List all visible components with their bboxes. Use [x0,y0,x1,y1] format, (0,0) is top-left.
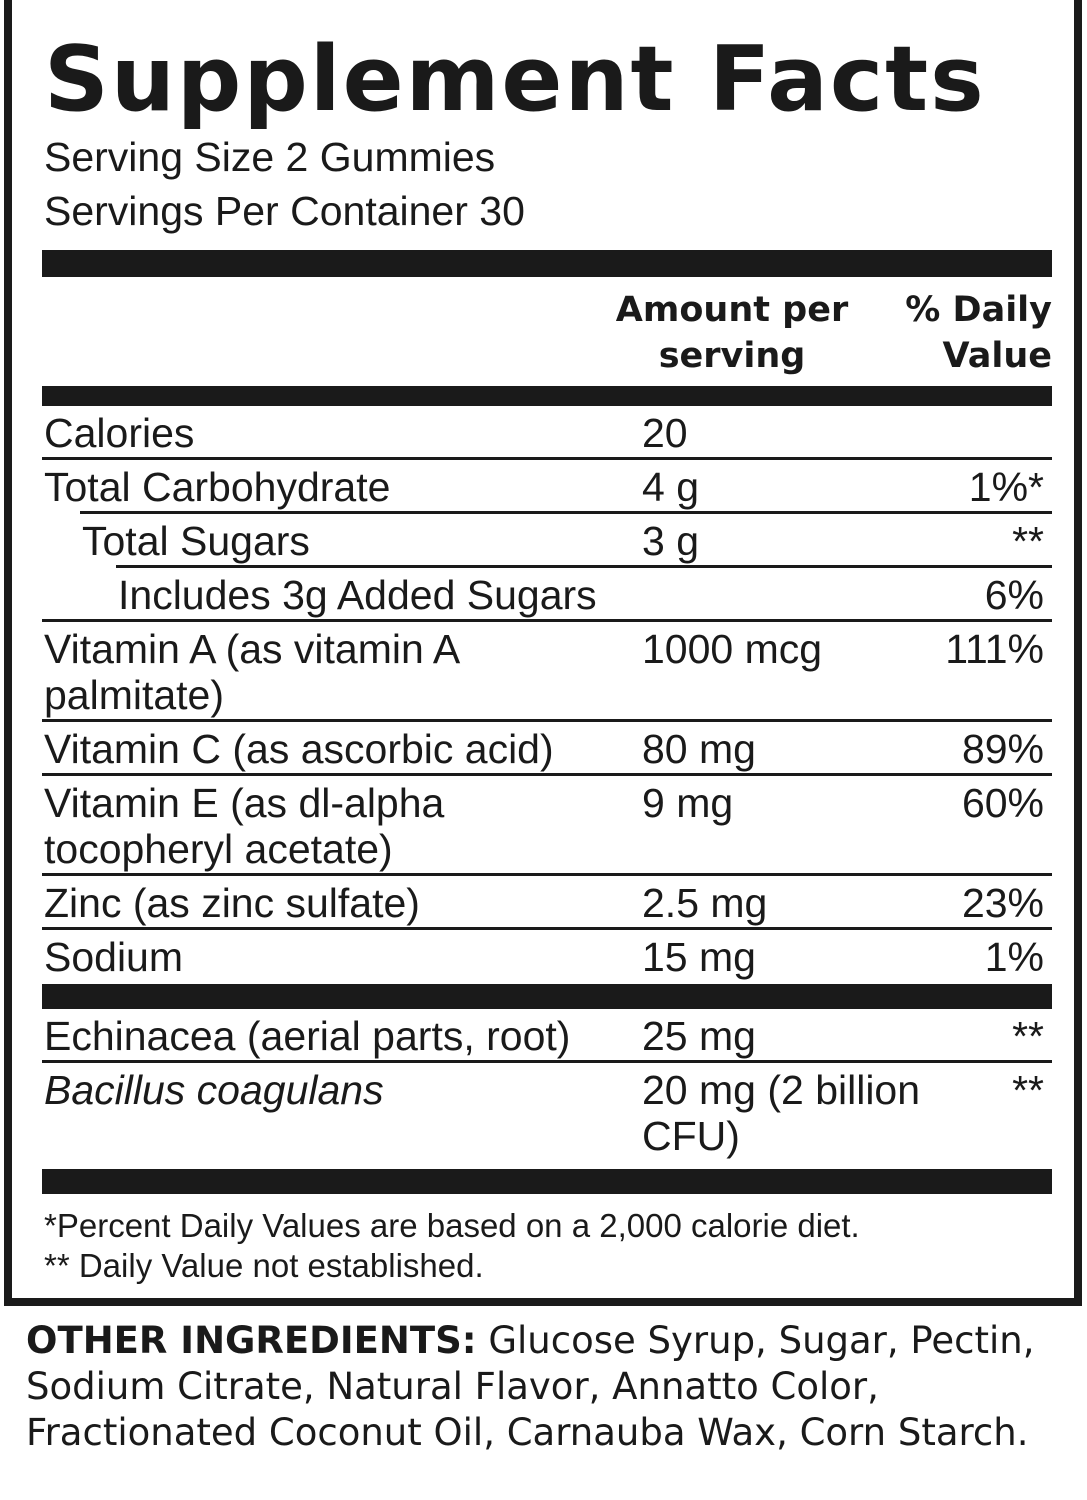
nutrient-daily-value: 1% [984,934,1044,980]
nutrient-row: Bacillus coagulans 20 mg (2 billion CFU) *… [42,1060,1052,1163]
nutrient-amount: 2.5 mg [642,880,768,926]
nutrient-amount: 9 mg [642,780,734,826]
column-header: Amount per serving % Daily Value [42,277,1052,386]
nutrient-daily-value: 6% [984,572,1044,618]
footnote: *Percent Daily Values are based on a 2,0… [44,1207,860,1244]
other-ingredients-heading: OTHER INGREDIENTS: [26,1319,477,1362]
daily-value-header: % Daily Value [905,290,1052,376]
other-ingredients-text: Glucose Syrup, Sugar, Pectin, Sodium Cit… [26,1319,1035,1454]
nutrient-daily-value: 1%* [968,464,1044,510]
nutrient-daily-value: 23% [961,880,1044,926]
panel-title: Supplement Facts [44,27,986,132]
nutrient-daily-value: ** [1012,1067,1044,1113]
nutrient-row: Zinc (as zinc sulfate) 2.5 mg 23% [42,873,1052,930]
nutrient-daily-value: ** [1012,518,1044,564]
nutrient-amount: 4 g [642,464,699,510]
supplement-facts-panel: Supplement Facts Serving Size 2 Gummies … [4,0,1082,1306]
nutrient-daily-value: ** [1012,1013,1044,1059]
serving-size: Serving Size 2 Gummies [44,134,496,180]
nutrient-name: Vitamin A (as vitamin A palmitate) [44,626,459,718]
nutrient-row: Calories 20 [42,406,1052,460]
nutrient-row: Vitamin E (as dl-alpha tocopheryl acetat… [42,773,1052,876]
nutrient-amount: 20 [642,410,688,456]
nutrient-name: Vitamin E (as dl-alpha tocopheryl acetat… [44,780,445,872]
nutrient-row: Vitamin C (as ascorbic acid) 80 mg 89% [42,719,1052,776]
other-ingredient-list: Echinacea (aerial parts, root) 25 mg ** Bac… [42,1009,1052,1163]
nutrient-amount: 20 mg (2 billion CFU) [642,1067,921,1159]
footnote: ** Daily Value not established. [44,1247,484,1284]
nutrient-amount: 15 mg [642,934,756,980]
nutrient-name: Total Sugars [82,518,310,564]
nutrient-daily-value: 60% [961,780,1044,826]
nutrient-amount [642,572,942,618]
nutrient-row: Echinacea (aerial parts, root) 25 mg ** [42,1009,1052,1063]
divider-bar [42,386,1052,406]
footnotes: *Percent Daily Values are based on a 2,0… [44,1194,1052,1286]
other-ingredients: OTHER INGREDIENTS: Glucose Syrup, Sugar,… [26,1318,1066,1456]
amount-header: Amount per serving [615,290,849,376]
nutrient-amount: 25 mg [642,1013,756,1059]
nutrient-amount: 3 g [642,518,699,564]
nutrient-name: Includes 3g Added Sugars [118,572,597,618]
nutrient-name: Total Carbohydrate [44,464,391,510]
nutrient-daily-value: 111% [945,626,1044,672]
nutrient-name: Echinacea (aerial parts, root) [44,1013,571,1059]
nutrient-list: Calories 20 Total Carbohydrate 4 g 1%* Total … [42,406,1052,984]
nutrient-name: Bacillus coagulans [44,1067,384,1113]
nutrient-name: Sodium [44,934,184,980]
nutrient-row: Total Carbohydrate 4 g 1%* [42,457,1052,514]
servings-per-container: Servings Per Container 30 [44,188,525,234]
nutrient-row: Sodium 15 mg 1% [42,927,1052,984]
divider-bar [42,250,1052,277]
nutrient-row: Vitamin A (as vitamin A palmitate) 1000 m… [42,619,1052,722]
divider-bar [42,1169,1052,1194]
nutrient-row: Includes 3g Added Sugars 6% [42,565,1052,622]
nutrient-daily-value: 89% [961,726,1044,772]
nutrient-row: Total Sugars 3 g ** [42,511,1052,568]
nutrient-daily-value [942,410,1052,456]
nutrient-amount: 80 mg [642,726,756,772]
nutrient-amount: 1000 mcg [642,626,823,672]
nutrient-name: Calories [44,410,195,456]
nutrient-name: Vitamin C (as ascorbic acid) [44,726,554,772]
divider-bar [42,984,1052,1009]
nutrient-name: Zinc (as zinc sulfate) [44,880,420,926]
